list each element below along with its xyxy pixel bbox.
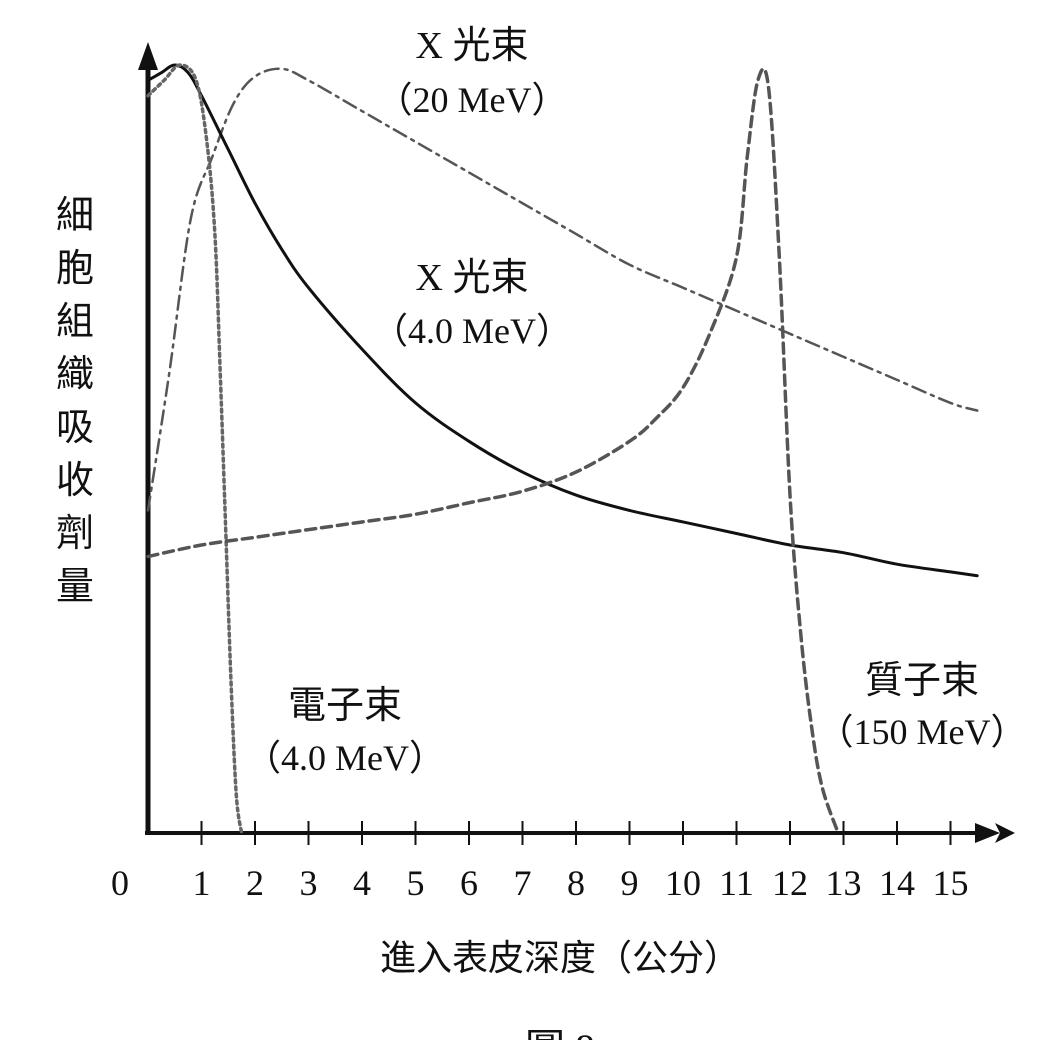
series-line-3 (146, 67, 840, 835)
x-axis-label: 進入表皮深度（公分） (380, 938, 740, 978)
y-axis-label-char: 收 (56, 460, 94, 502)
x-axis-arrow-icon (975, 823, 1000, 843)
y-axis-label-char: 組 (56, 301, 94, 343)
x-tick-label-12: 12 (772, 863, 808, 903)
series-label-proton-line2: （150 MeV） (818, 712, 1027, 752)
x-tick-label-4: 4 (353, 863, 371, 903)
x-axis-arrow-icon (995, 823, 1015, 843)
series-label-x20-line2: （20 MeV） (377, 80, 568, 120)
x-tick-label-9: 9 (621, 863, 639, 903)
x-tick-label-2: 2 (246, 863, 264, 903)
series-line-0 (146, 67, 979, 512)
x-tick-label-1: 1 (193, 863, 211, 903)
series-label-x20-line1: X 光束 (416, 25, 529, 67)
x-tick-label-7: 7 (514, 863, 532, 903)
series-label-electron-line2: （4.0 MeV） (245, 738, 445, 778)
series-label-x4-line1: X 光束 (416, 257, 529, 299)
series-label-electron-line1: 電子束 (288, 685, 402, 727)
y-axis-label-char: 細 (56, 195, 94, 237)
x-tick-label-10: 10 (665, 863, 701, 903)
x-tick-label-13: 13 (826, 863, 862, 903)
x-tick-label-3: 3 (300, 863, 318, 903)
series-line-2 (146, 63, 244, 835)
x-tick-labels: 0 1 2 3 4 5 6 7 8 9 10 11 12 13 14 15 (111, 863, 969, 903)
y-axis-label-char: 量 (56, 566, 94, 608)
x-axis (145, 823, 1015, 843)
x-tick-label-11: 11 (719, 863, 754, 903)
x-tick-label-6: 6 (460, 863, 478, 903)
x-tick-label-15: 15 (933, 863, 969, 903)
y-axis-arrow-icon (138, 42, 158, 70)
x-tick-label-5: 5 (407, 863, 425, 903)
x-ticks (200, 821, 952, 845)
x-tick-label-14: 14 (879, 863, 915, 903)
series-line-1 (146, 63, 979, 578)
x-tick-label-8: 8 (567, 863, 585, 903)
y-axis-label-char: 胞 (56, 248, 94, 290)
series-layer (146, 63, 979, 835)
series-label-x4-line2: （4.0 MeV） (372, 311, 572, 351)
y-axis-label-char: 吸 (56, 407, 94, 449)
y-axis-label-char: 織 (56, 354, 94, 396)
y-axis-label-char: 劑 (56, 513, 94, 555)
x-tick-label-0: 0 (111, 863, 129, 903)
y-axis (138, 42, 158, 833)
series-label-proton-line1: 質子束 (865, 660, 979, 702)
figure-title: 圖 8 (525, 1026, 595, 1040)
series-labels: X 光束 （20 MeV） X 光束 （4.0 MeV） 電子束 （4.0 Me… (245, 25, 1027, 778)
